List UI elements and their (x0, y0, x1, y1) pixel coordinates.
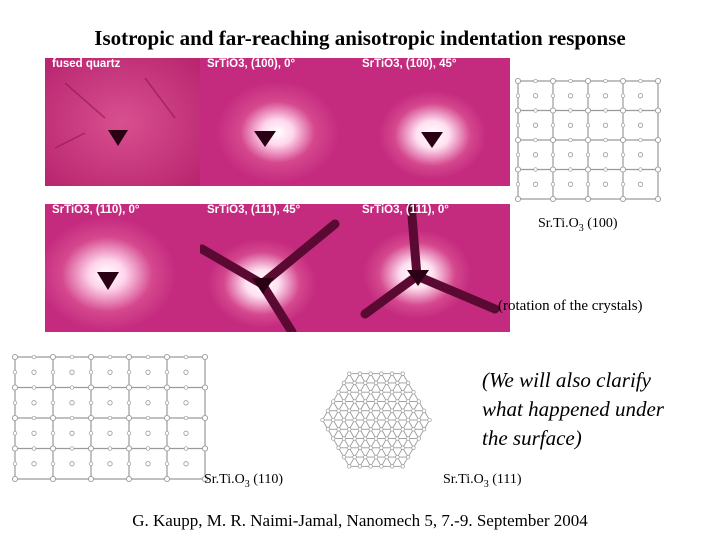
micrograph-srtio3-111-0: SrTiO3, (111), 0° (355, 204, 510, 332)
slide-title: Isotropic and far-reaching anisotropic i… (94, 26, 626, 50)
surface-note-line: (We will also clarify (482, 368, 651, 392)
caption-srtio3-111: Sr.Ti.O3 (111) (443, 472, 522, 490)
surface-note: (We will also clarify what happened unde… (482, 366, 664, 453)
panel-label: SrTiO3, (110), 0° (52, 204, 140, 216)
panel-label: SrTiO3, (100), 45° (362, 58, 457, 70)
panel-label: fused quartz (52, 58, 121, 70)
micrograph-srtio3-110-0: SrTiO3, (110), 0° (45, 204, 200, 332)
micrograph-fused-quartz: fused quartz (45, 58, 200, 186)
panel-label: SrTiO3, (111), 45° (207, 204, 301, 216)
surface-note-line: what happened under (482, 397, 664, 421)
lattice-100-diagram (513, 76, 663, 209)
citation-footer: G. Kaupp, M. R. Naimi-Jamal, Nanomech 5,… (132, 511, 588, 530)
lattice-110-diagram (10, 352, 210, 489)
micrograph-srtio3-100-0: SrTiO3, (100), 0° (200, 58, 355, 186)
panel-label: SrTiO3, (111), 0° (362, 204, 449, 216)
caption-srtio3-100: Sr.Ti.O3 (100) (538, 216, 618, 234)
panel-label: SrTiO3, (100), 0° (207, 58, 296, 70)
lattice-111-diagram (296, 350, 456, 495)
caption-srtio3-110: Sr.Ti.O3 (110) (204, 472, 284, 490)
micrograph-srtio3-111-45: SrTiO3, (111), 45° (200, 204, 355, 332)
surface-note-line: the surface) (482, 426, 582, 450)
rotation-note: (rotation of the crystals) (498, 298, 643, 314)
micrograph-srtio3-100-45: SrTiO3, (100), 45° (355, 58, 510, 186)
